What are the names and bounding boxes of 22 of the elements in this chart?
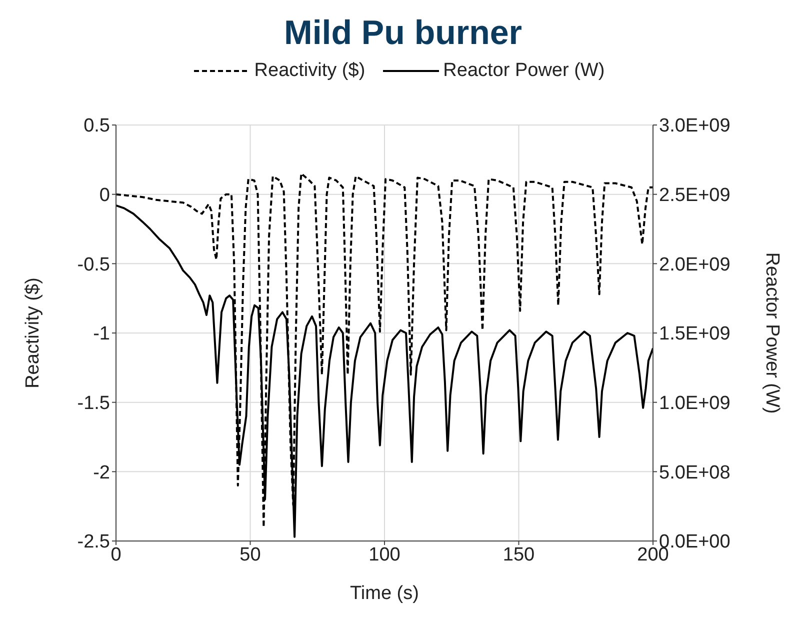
x-tick-label: 100	[368, 544, 400, 566]
y-tick-label: 0	[99, 185, 110, 206]
y2-axis-title: Reactor Power (W)	[761, 252, 782, 414]
y-tick-label: 0.5	[84, 116, 110, 137]
legend-label: Reactor Power (W)	[443, 60, 605, 82]
y2-tick-label: 3.0E+09	[659, 116, 730, 137]
x-axis-title: Time (s)	[350, 583, 419, 604]
y2-tick-label: 2.5E+09	[659, 185, 730, 206]
x-tick-label: 50	[240, 544, 261, 566]
y2-tick-label: 1.0E+09	[659, 393, 730, 414]
y2-tick-label: 2.0E+09	[659, 254, 730, 276]
y2-tick-label: 1.5E+09	[659, 324, 730, 345]
y-tick-label: -2.5	[77, 532, 110, 553]
legend-label: Reactivity ($)	[254, 60, 366, 82]
y-tick-label: -1.5	[77, 393, 110, 414]
y-tick-label: -2	[93, 462, 110, 484]
y-tick-label: -1	[93, 324, 110, 345]
y-tick-label: -0.5	[77, 254, 110, 276]
x-tick-label: 150	[502, 544, 535, 566]
chart-title: Mild Pu burner	[283, 13, 523, 54]
y2-tick-label: 5.0E+08	[659, 462, 730, 484]
y-axis-title: Reactivity ($)	[22, 278, 44, 388]
